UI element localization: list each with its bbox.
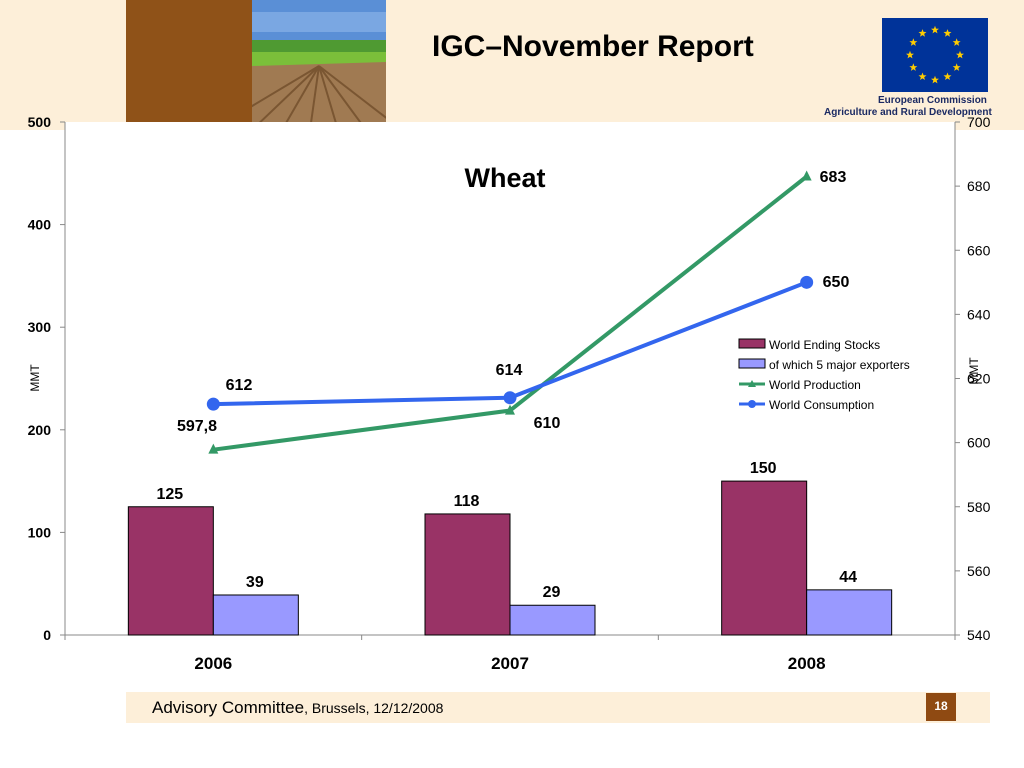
left-tick-label: 200	[28, 422, 52, 438]
bar	[509, 604, 596, 636]
bar	[721, 480, 808, 636]
eu-star-icon	[952, 38, 961, 46]
bar-data-label: 44	[839, 569, 857, 586]
legend-entry: World Ending Stocks	[769, 338, 880, 352]
bar	[424, 513, 511, 636]
line-data-label: 610	[534, 415, 561, 432]
eu-star-icon	[931, 25, 939, 34]
legend-entry: World Production	[769, 378, 861, 392]
bar	[127, 506, 214, 636]
left-tick-label: 100	[28, 524, 52, 540]
footer-bar: Advisory Committee, Brussels, 12/12/2008…	[126, 692, 990, 723]
line-point	[503, 391, 517, 405]
eu-star-icon	[918, 29, 927, 37]
footer-committee: Advisory Committee	[152, 698, 305, 717]
header-brown-block	[126, 0, 252, 130]
legend-entry: of which 5 major exporters	[769, 358, 910, 372]
wheat-chart: Wheat 0 100 200 300 400 500 540 560 580 600 620 640 6…	[0, 108, 1024, 688]
bar-data-label: 118	[454, 493, 480, 510]
bar-data-label: 150	[750, 460, 777, 477]
right-tick-label: 680	[967, 178, 991, 194]
line-point	[206, 397, 220, 411]
x-tick-label: 2008	[788, 654, 826, 673]
line-data-label: 614	[496, 362, 523, 379]
page-title: IGC–November Report	[432, 30, 754, 63]
field-photo	[252, 0, 386, 130]
right-tick-label: 540	[967, 627, 991, 643]
legend-swatch	[738, 358, 766, 369]
left-tick-label: 500	[28, 114, 52, 130]
bar	[806, 589, 893, 636]
footer-place-date: , Brussels, 12/12/2008	[304, 700, 444, 716]
bar-data-label: 125	[156, 486, 183, 503]
page-number: 18	[926, 693, 956, 721]
legend-swatch	[738, 338, 766, 349]
bar	[212, 594, 299, 636]
line-point	[505, 404, 515, 415]
legend-marker	[748, 380, 756, 387]
eu-star-icon	[931, 75, 939, 84]
line-data-label: 650	[823, 274, 850, 291]
footer-text: Advisory Committee, Brussels, 12/12/2008	[152, 698, 443, 718]
right-tick-label: 660	[967, 242, 991, 258]
eu-star-icon	[943, 72, 952, 81]
legend-entry: World Consumption	[769, 398, 874, 412]
eu-star-icon	[952, 63, 961, 71]
bar-data-label: 39	[246, 574, 264, 591]
line-point	[801, 170, 812, 181]
right-tick-label: 620	[967, 371, 991, 387]
bar-data-label: 29	[543, 584, 561, 601]
line-point	[208, 443, 219, 454]
chart-title: Wheat	[465, 163, 546, 193]
line-point	[800, 275, 814, 289]
left-tick-label: 0	[43, 627, 51, 643]
right-tick-label: 580	[967, 499, 991, 515]
right-tick-label: 600	[967, 435, 991, 451]
line-data-label: 612	[226, 377, 253, 394]
eu-star-icon	[909, 63, 918, 71]
chart-legend: World Ending Stocks of which 5 major expo…	[738, 338, 910, 412]
x-tick-label: 2006	[194, 654, 232, 673]
eu-flag-icon	[882, 18, 988, 92]
left-axis-label: MMT	[28, 364, 42, 392]
left-tick-label: 400	[28, 217, 52, 233]
right-axis-label: MMT	[967, 357, 981, 385]
legend-marker	[748, 400, 756, 408]
x-tick-label: 2007	[491, 654, 529, 673]
right-tick-label: 640	[967, 306, 991, 322]
eu-logo-line-2: Agriculture and Rural Development	[824, 107, 992, 118]
eu-star-icon	[909, 38, 918, 46]
line-data-label: 597,8	[177, 418, 217, 435]
left-tick-label: 300	[28, 319, 52, 335]
eu-star-icon	[956, 50, 964, 59]
eu-logo-line-1: European Commission	[878, 95, 987, 106]
right-tick-label: 700	[967, 114, 991, 130]
eu-star-icon	[918, 72, 927, 81]
line-data-label: 683	[820, 169, 847, 186]
eu-star-icon	[906, 50, 914, 59]
eu-star-icon	[943, 29, 952, 37]
eu-commission-logo: European Commission Agriculture and Rura…	[820, 18, 992, 122]
right-tick-label: 560	[967, 563, 991, 579]
